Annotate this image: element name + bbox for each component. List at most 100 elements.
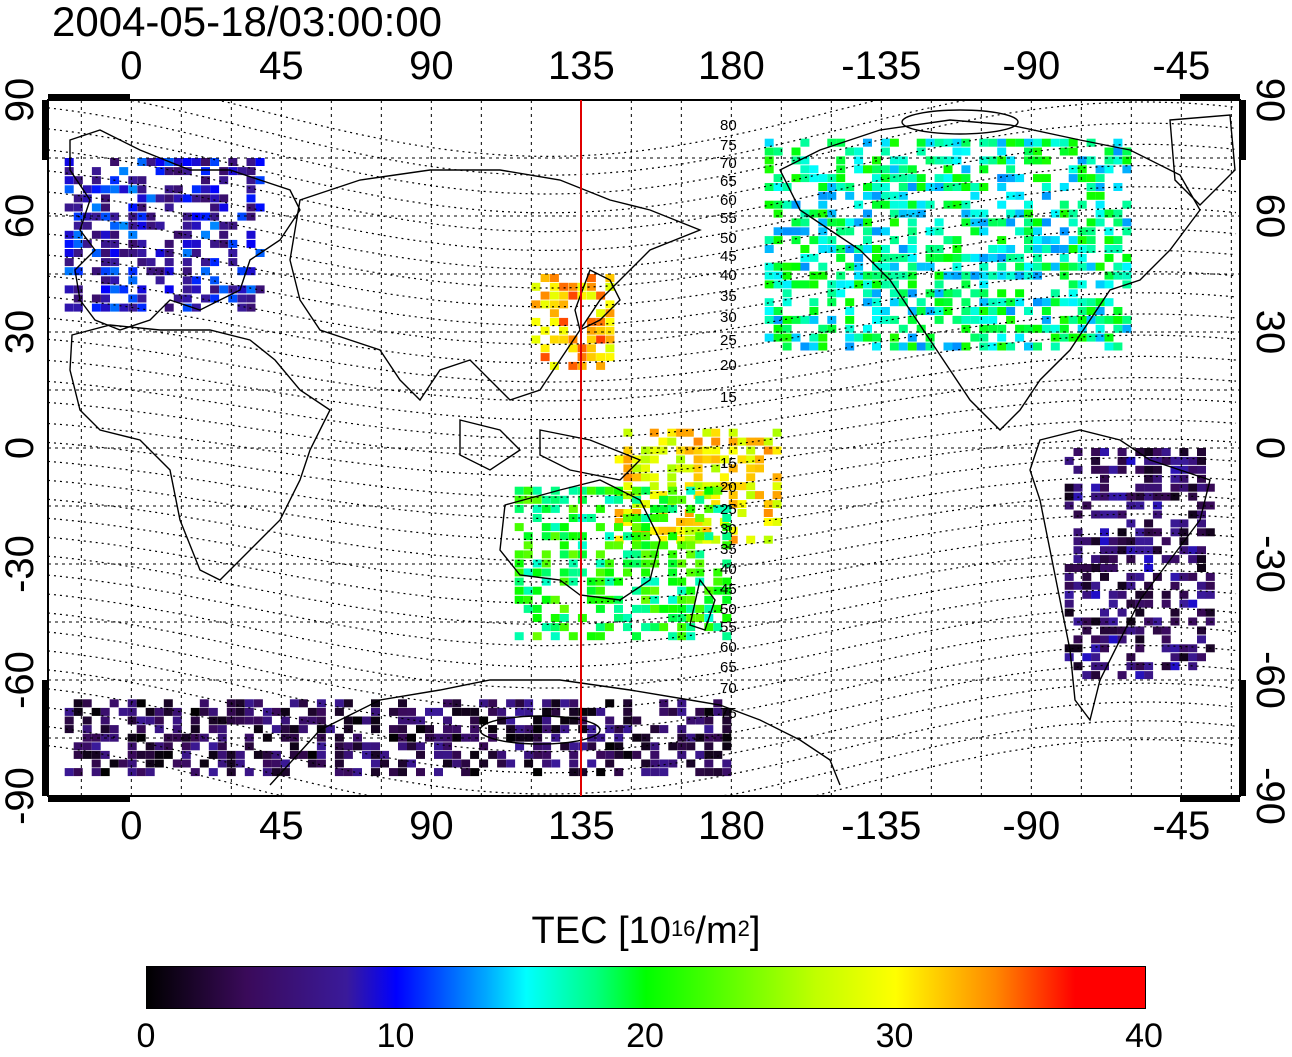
- tec-cell: [737, 482, 747, 491]
- tec-cell: [809, 315, 819, 324]
- coast-south-america: [1029, 429, 1211, 722]
- tec-cell: [568, 632, 578, 641]
- tec-cell: [970, 209, 980, 218]
- contour-label: 70: [720, 680, 737, 697]
- tec-cell: [1144, 519, 1154, 528]
- tec-cell: [334, 699, 344, 708]
- contour-line: [48, 99, 1236, 157]
- tec-cell: [524, 759, 534, 768]
- tec-cell: [1161, 662, 1171, 671]
- tec-cell: [872, 253, 881, 262]
- tec-cell: [461, 759, 471, 768]
- tec-cell: [362, 716, 371, 725]
- tec-cell: [514, 632, 524, 641]
- tec-cell: [722, 742, 732, 751]
- tec-cell: [722, 532, 732, 541]
- tec-cell: [872, 289, 881, 298]
- tec-cell: [127, 750, 137, 759]
- tec-cell: [782, 262, 792, 271]
- tec-cell: [137, 285, 147, 294]
- tec-cell: [845, 315, 855, 324]
- tec-cell: [64, 203, 74, 212]
- tec-cell: [577, 344, 587, 353]
- tec-cell: [943, 298, 953, 307]
- tec-cell: [970, 307, 980, 315]
- tec-cell: [173, 185, 183, 194]
- tec-cell: [667, 526, 677, 535]
- tec-cell: [872, 298, 881, 307]
- tec-cell: [1117, 465, 1127, 474]
- tec-cell: [907, 280, 917, 289]
- tec-cell: [549, 335, 559, 344]
- tec-cell: [1006, 138, 1016, 147]
- tec-cell: [136, 750, 146, 759]
- tec-cell: [154, 707, 164, 716]
- tec-cell: [1117, 626, 1127, 635]
- coast-europe: [69, 129, 301, 331]
- tec-cell: [524, 750, 534, 759]
- tec-cell: [1122, 200, 1132, 209]
- tec-cell: [550, 623, 560, 632]
- tec-cell: [1091, 564, 1101, 572]
- tec-cell: [307, 750, 317, 759]
- tec-cell: [1033, 245, 1042, 253]
- tec-cell: [64, 239, 74, 248]
- tec-cell: [533, 725, 543, 734]
- tec-cell: [191, 158, 201, 166]
- tec-cell: [650, 750, 660, 759]
- tec-cell: [190, 716, 200, 725]
- tec-cell: [1117, 581, 1127, 590]
- tec-cell: [1135, 662, 1145, 671]
- tec-cell: [1068, 209, 1078, 218]
- tec-cell: [91, 167, 101, 176]
- tec-cell: [298, 750, 308, 759]
- tec-cell: [889, 253, 899, 262]
- tec-cell: [1015, 262, 1025, 271]
- tec-cell: [988, 324, 998, 333]
- lon-tick-top: 0: [120, 44, 143, 88]
- tec-cell: [164, 194, 174, 203]
- tec-cell: [146, 258, 156, 267]
- tec-cell: [800, 245, 810, 253]
- tec-cell: [1135, 528, 1145, 537]
- tec-cell: [91, 742, 101, 751]
- tec-cell: [641, 455, 650, 464]
- tec-cell: [818, 200, 828, 209]
- tec-cell: [533, 768, 543, 777]
- tec-cell: [137, 239, 147, 248]
- tec-cell: [1100, 510, 1109, 519]
- tec-cell: [280, 716, 290, 725]
- tec-cell: [649, 526, 659, 535]
- tec-cell: [201, 294, 210, 303]
- tec-cell: [1077, 324, 1087, 333]
- tec-cell: [1006, 307, 1016, 315]
- tec-cell: [934, 156, 944, 165]
- tec-cell: [836, 218, 846, 227]
- tec-cell: [772, 517, 782, 526]
- tec-cell: [262, 759, 272, 768]
- tec-cell: [550, 614, 560, 622]
- tec-cell: [713, 699, 723, 708]
- tec-cell: [943, 342, 953, 351]
- tec-cell: [119, 249, 129, 257]
- tec-cell: [246, 203, 256, 212]
- tec-cell: [1135, 465, 1145, 474]
- tec-cell: [1015, 209, 1025, 218]
- tec-cell: [1152, 617, 1162, 626]
- lon-tick-top: -135: [841, 44, 922, 88]
- tec-cell: [1122, 324, 1132, 333]
- tec-cell: [827, 218, 837, 227]
- contour-label: 20: [720, 479, 737, 496]
- tec-cell: [677, 577, 687, 586]
- tec-cell: [997, 253, 1007, 262]
- tec-cell: [650, 742, 660, 751]
- tec-cell: [988, 218, 998, 227]
- tec-cell: [1152, 474, 1162, 483]
- contour-line: [47, 143, 1237, 233]
- tec-cell: [1033, 227, 1042, 236]
- tec-cell: [488, 707, 498, 716]
- tec-cell: [155, 276, 165, 285]
- tec-cell: [595, 559, 605, 568]
- tec-cell: [961, 218, 971, 227]
- tec-cell: [943, 138, 953, 147]
